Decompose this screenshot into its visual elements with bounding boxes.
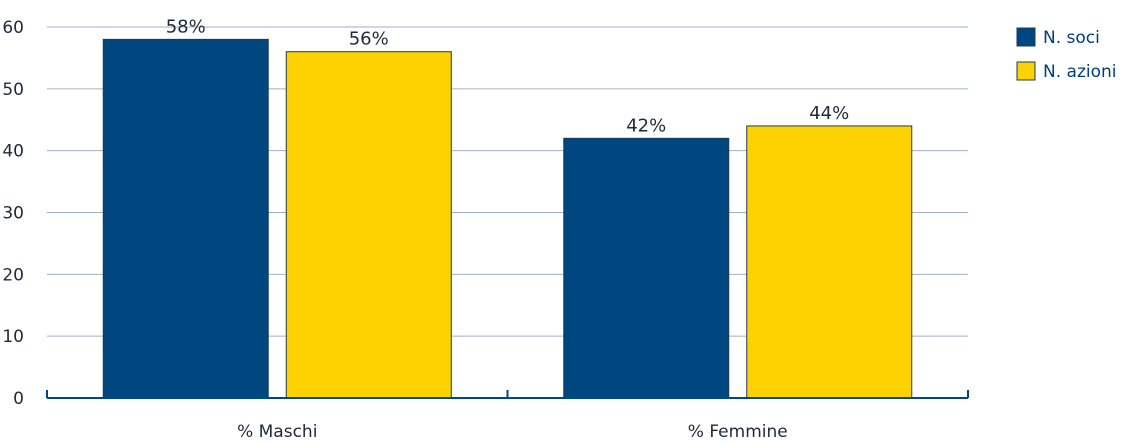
data-label: 58% — [166, 16, 206, 37]
data-label: 56% — [349, 29, 389, 50]
bar-azioni — [285, 51, 452, 399]
bars: 58% 56% 42% 44% — [102, 16, 913, 399]
legend-label: N. soci — [1043, 28, 1100, 48]
bar-soci — [563, 137, 730, 399]
y-tick-label: 60 — [2, 18, 24, 38]
data-label: 42% — [626, 115, 666, 136]
y-tick-label: 50 — [2, 80, 24, 100]
legend-swatch — [1016, 61, 1036, 81]
legend-swatch — [1016, 27, 1036, 47]
bar-azioni — [746, 125, 913, 399]
x-axis — [46, 390, 969, 399]
y-tick-label: 20 — [2, 265, 24, 285]
bar-soci — [102, 38, 269, 399]
y-tick-label: 40 — [2, 142, 24, 162]
category-label: % Femmine — [688, 422, 788, 442]
y-tick-label: 10 — [2, 327, 24, 347]
y-tick-label: 30 — [2, 204, 24, 224]
y-axis-ticks: 0 10 20 30 40 50 60 — [2, 18, 24, 409]
legend-label: N. azioni — [1043, 62, 1117, 82]
data-label: 44% — [809, 103, 849, 124]
category-label: % Maschi — [237, 422, 317, 442]
category-labels: % Maschi % Femmine — [237, 422, 788, 442]
y-tick-label: 0 — [13, 389, 24, 409]
legend: N. soci N. azioni — [1016, 27, 1117, 82]
